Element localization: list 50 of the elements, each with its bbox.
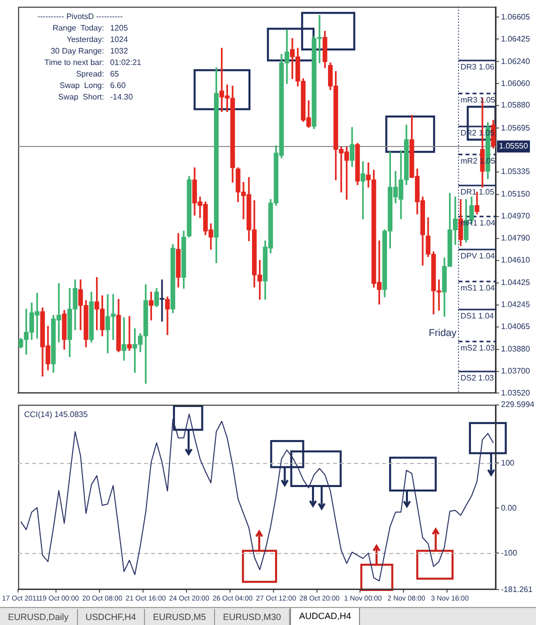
- annotation: Time to next bar: 01:02:21: [44, 58, 142, 68]
- y-tick-label: 1.06240: [501, 56, 530, 66]
- text: USDCHF,H4: [78, 609, 146, 625]
- y-tick-label: 1.05150: [501, 190, 530, 199]
- candlestick: [122, 317, 126, 361]
- y-tick-label: 1.06060: [501, 78, 530, 88]
- y-tick-label: 100: [501, 458, 515, 468]
- ref-line-label: DR1 1.05: [460, 188, 495, 197]
- candlestick: [160, 280, 164, 322]
- y-tick-label: 1.04245: [501, 300, 530, 310]
- ref-line-label: mS2 1.03: [460, 344, 496, 353]
- ref-line-label: mS1 1.04: [460, 284, 496, 293]
- text: EURUSD,Daily: [0, 609, 78, 625]
- y-tick-label: -100: [501, 548, 518, 558]
- text: CCI(14) 145.0835: [24, 410, 88, 420]
- ref-line-label: mR2 1.05: [460, 156, 496, 166]
- y-tick-label: 1.06425: [501, 34, 530, 44]
- y-tick-label: 1.05880: [501, 100, 530, 110]
- text: EURUSD,M30: [215, 609, 290, 625]
- annotation: Yesterday: 1024: [66, 35, 128, 44]
- ref-line-label: DR3 1.06: [460, 62, 495, 72]
- y-tick-label: 1.03520: [501, 388, 530, 398]
- annotation: 30 Day Range: 1032: [50, 46, 128, 56]
- y-tick-label: 1.04425: [501, 278, 530, 288]
- annotation: ---------- PivotsD ----------: [37, 12, 124, 22]
- y-tick-label: 229.5994: [501, 400, 535, 410]
- text: AUDCAD,H4: [290, 608, 360, 625]
- y-tick-label: 1.05695: [501, 123, 530, 132]
- y-tick-label: 1.04790: [501, 234, 530, 243]
- ref-line-label: 1.05550: [499, 142, 528, 151]
- ref-line-label: DS2 1.03: [460, 374, 494, 383]
- y-tick-label: 1.04610: [501, 256, 530, 265]
- ref-line-label: DPV 1.04: [460, 252, 496, 261]
- candlestick: [127, 316, 132, 351]
- y-tick-label: 1.05335: [501, 167, 530, 176]
- text: EURUSD,M5: [145, 609, 216, 625]
- candlestick: [360, 161, 366, 220]
- y-tick-label: -181.261: [501, 584, 534, 594]
- y-tick-label: 1.06605: [501, 12, 530, 22]
- annotation: Spread: 65: [76, 70, 120, 79]
- annotation: Swap Long: 6.60: [60, 81, 126, 90]
- y-tick-label: 0.00: [501, 503, 518, 512]
- y-tick-label: 1.03880: [501, 344, 530, 354]
- ref-line-label: DS1 1.04: [460, 312, 494, 321]
- y-tick-label: 1.03700: [501, 366, 530, 376]
- annotation: Swap Short: -14.30: [58, 92, 134, 102]
- annotation: Range Today: 1205: [52, 24, 128, 33]
- y-tick-label: 1.04970: [501, 212, 530, 221]
- annotation: Friday: [428, 328, 456, 339]
- y-tick-label: 1.04065: [501, 322, 530, 331]
